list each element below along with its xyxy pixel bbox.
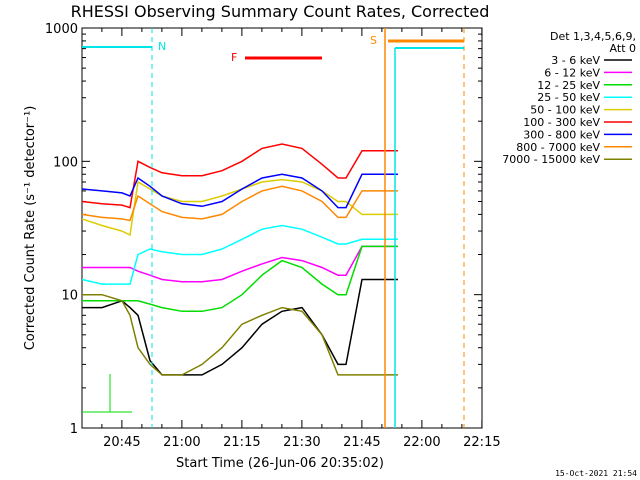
s-marker-label: S bbox=[370, 34, 377, 47]
timestamp: 15-Oct-2021 21:54 bbox=[555, 469, 637, 478]
y-tick-label: 1 bbox=[70, 422, 78, 437]
series-line-6 bbox=[81, 173, 398, 209]
series-group bbox=[81, 143, 398, 376]
legend-label: 7000 - 15000 keV bbox=[502, 153, 600, 166]
y-tick-label: 1000 bbox=[45, 22, 78, 37]
x-tick-label: 21:00 bbox=[163, 435, 200, 450]
series-line-4 bbox=[81, 178, 398, 237]
legend-label: 300 - 800 keV bbox=[523, 128, 600, 141]
legend-header-1: Det 1,3,4,5,6,9, bbox=[550, 30, 636, 43]
f-marker-label: F bbox=[231, 51, 237, 64]
x-tick-label: 21:15 bbox=[223, 435, 260, 450]
x-tick-labels: 20:45 21:00 21:15 21:30 21:45 22:00 22:15 bbox=[103, 435, 500, 450]
series-line-0 bbox=[82, 278, 398, 376]
legend-label: 800 - 7000 keV bbox=[516, 141, 600, 154]
legend-label: 100 - 300 keV bbox=[523, 116, 600, 129]
x-axis-label: Start Time (26-Jun-06 20:35:02) bbox=[176, 456, 384, 471]
x-tick-label: 22:00 bbox=[403, 435, 440, 450]
legend-label: 6 - 12 keV bbox=[544, 66, 600, 79]
plot-frame bbox=[81, 27, 483, 429]
series-line-2 bbox=[82, 245, 398, 313]
series-line-8 bbox=[82, 293, 398, 376]
chart-title: RHESSI Observing Summary Count Rates, Co… bbox=[71, 2, 490, 21]
y-axis-label: Corrected Count Rate (s⁻¹ detector⁻¹) bbox=[23, 106, 38, 351]
legend-label: 3 - 6 keV bbox=[551, 54, 600, 67]
legend-header-2: Att 0 bbox=[610, 42, 636, 55]
x-tick-label: 20:45 bbox=[103, 435, 140, 450]
legend-label: 12 - 25 keV bbox=[537, 79, 600, 92]
legend-label: 25 - 50 keV bbox=[537, 91, 600, 104]
axis-ticks bbox=[82, 28, 483, 429]
series-line-5 bbox=[81, 143, 398, 209]
series-line-7 bbox=[81, 185, 398, 222]
n-marker-label: N bbox=[158, 40, 166, 53]
x-tick-label: 21:30 bbox=[283, 435, 320, 450]
annotations: N F S bbox=[82, 28, 465, 428]
series-line-1 bbox=[82, 245, 398, 283]
legend-label: 50 - 100 keV bbox=[530, 104, 600, 117]
y-tick-label: 10 bbox=[61, 289, 78, 304]
x-tick-label: 22:15 bbox=[463, 435, 500, 450]
x-tick-label: 21:45 bbox=[343, 435, 380, 450]
series-line-3 bbox=[81, 224, 398, 285]
y-tick-labels: 1 10 100 1000 bbox=[45, 22, 78, 437]
y-tick-label: 100 bbox=[53, 155, 78, 170]
